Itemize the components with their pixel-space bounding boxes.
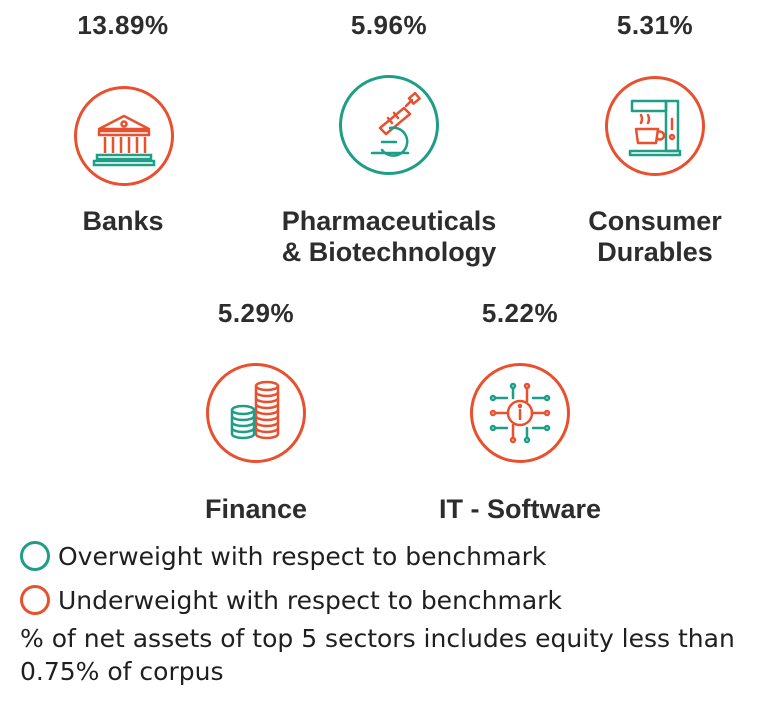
underweight-legend-icon xyxy=(20,585,50,615)
sector-name-line2: Durables xyxy=(597,237,713,267)
underweight-ring xyxy=(206,363,306,463)
underweight-ring xyxy=(605,76,705,176)
footnote-line2: 0.75% of corpus xyxy=(20,657,224,686)
legend-overweight-label: Overweight with respect to benchmark xyxy=(58,541,547,571)
legend-underweight-label: Underweight with respect to benchmark xyxy=(58,585,562,615)
sector-consumer-durables: 5.31% Consumer Durables xyxy=(570,10,740,270)
sector-name: Banks xyxy=(82,206,164,236)
legend-underweight: Underweight with respect to benchmark xyxy=(20,585,562,615)
sector-percent: 5.22% xyxy=(481,298,559,328)
footnote: % of net assets of top 5 sectors include… xyxy=(20,622,760,688)
bank-icon xyxy=(92,114,156,167)
coin-stacks-icon xyxy=(230,380,280,440)
chip-icon xyxy=(489,382,551,444)
overweight-ring xyxy=(339,75,439,175)
sector-name-line1: Consumer xyxy=(588,206,722,236)
sector-name-line2: & Biotechnology xyxy=(281,237,497,267)
sector-pharmaceuticals: 5.96% Pharmaceuticals & Biotechnology xyxy=(264,10,514,270)
sector-name-line1: Pharmaceuticals xyxy=(281,206,497,236)
sector-percent: 13.89% xyxy=(77,10,169,40)
overweight-legend-icon xyxy=(20,541,50,571)
underweight-ring xyxy=(470,363,570,463)
sector-percent: 5.96% xyxy=(350,10,428,40)
coffee-machine-icon xyxy=(628,99,682,157)
sector-name: IT - Software xyxy=(438,494,601,524)
sector-it-software: 5.22% IT - Software xyxy=(420,298,620,528)
sector-percent: 5.31% xyxy=(616,10,694,40)
sector-percent: 5.29% xyxy=(217,298,295,328)
microscope-icon xyxy=(370,91,421,157)
sector-name: Finance xyxy=(204,494,308,524)
footnote-line1: % of net assets of top 5 sectors include… xyxy=(20,624,735,653)
legend-overweight: Overweight with respect to benchmark xyxy=(20,541,546,571)
underweight-ring xyxy=(74,86,174,186)
sector-finance: 5.29% Finance xyxy=(186,298,326,528)
sector-banks: 13.89% Banks xyxy=(48,10,198,240)
